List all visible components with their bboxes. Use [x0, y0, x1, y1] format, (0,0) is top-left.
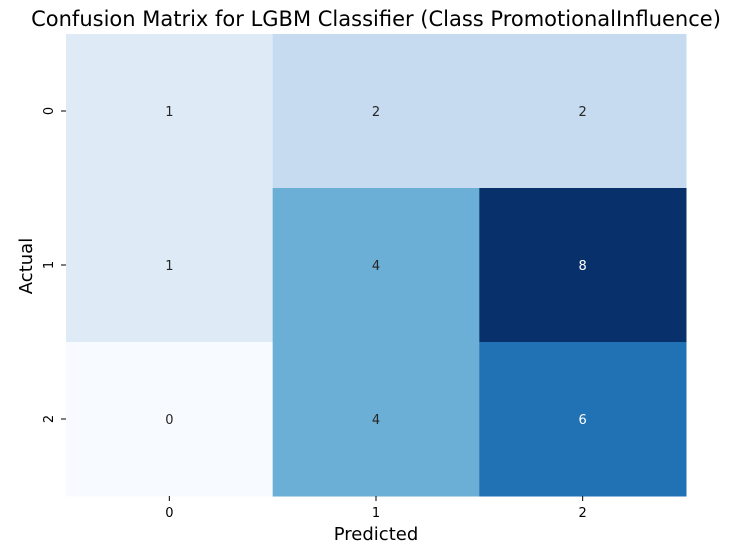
cell-value-label: 1 [165, 105, 173, 120]
cell-value-label: 2 [579, 105, 587, 120]
cell-value-label: 8 [579, 259, 587, 274]
cell-value-label: 6 [579, 413, 587, 428]
y-tick-label: 0 [42, 107, 57, 115]
heatmap-cell-2-2 [479, 342, 687, 497]
heatmap-cells: 1 2 2 1 4 8 0 4 6 [66, 34, 687, 497]
heatmap-cell-0-1 [272, 34, 480, 189]
cell-value-label: 2 [372, 105, 380, 120]
heatmap-cell-2-0 [66, 342, 274, 497]
cell-value-label: 4 [372, 413, 380, 428]
y-axis-label: Actual [16, 238, 37, 294]
x-tick-label: 2 [579, 506, 587, 521]
heatmap-cell-0-0 [66, 34, 274, 189]
chart-title: Confusion Matrix for LGBM Classifier (Cl… [31, 7, 721, 31]
x-tick-label: 0 [165, 506, 173, 521]
heatmap-cell-0-2 [479, 34, 687, 189]
heatmap-cell-1-2 [479, 188, 687, 343]
x-axis-ticks: 0 1 2 [165, 496, 587, 521]
heatmap-cell-1-0 [66, 188, 274, 343]
y-tick-label: 1 [42, 261, 57, 269]
heatmap-cell-1-1 [272, 188, 480, 343]
cell-value-label: 1 [165, 259, 173, 274]
x-tick-label: 1 [372, 506, 380, 521]
cell-value-label: 0 [165, 413, 173, 428]
x-axis-label: Predicted [334, 524, 419, 545]
heatmap-cell-2-1 [272, 342, 480, 497]
y-tick-label: 2 [42, 415, 57, 423]
y-axis-ticks: 0 1 2 [42, 107, 66, 423]
cell-value-label: 4 [372, 259, 380, 274]
